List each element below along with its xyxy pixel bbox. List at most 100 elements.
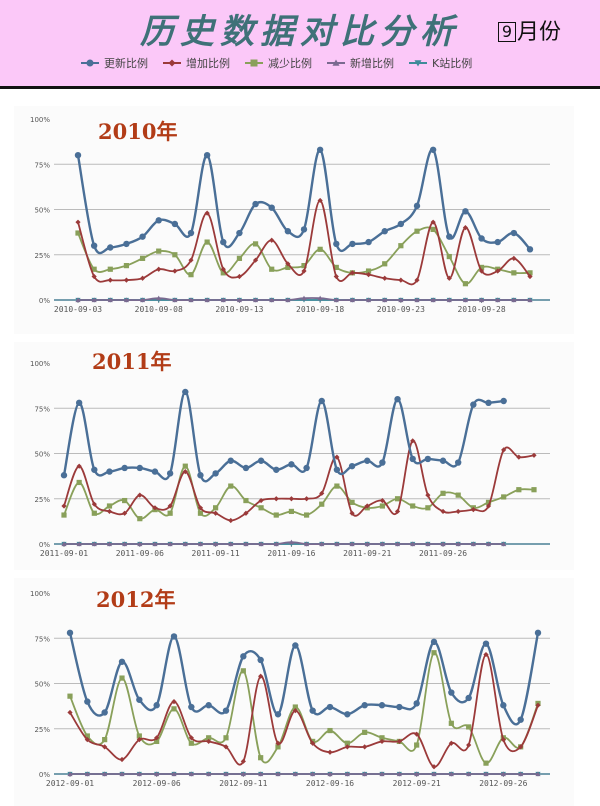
legend-item[interactable]: 新增比例 <box>326 54 394 72</box>
data-point <box>494 238 501 246</box>
data-point <box>483 771 489 777</box>
data-point <box>269 237 275 243</box>
data-point <box>414 228 420 234</box>
data-point <box>430 638 438 646</box>
legend-item[interactable]: 增加比例 <box>162 54 230 72</box>
data-point <box>284 228 292 235</box>
data-point <box>410 541 416 547</box>
data-point <box>188 257 194 263</box>
y-tick-label: 25% <box>34 252 50 260</box>
data-point <box>333 466 341 473</box>
x-tick-label: 2012-09-21 <box>393 779 441 788</box>
data-point <box>188 703 195 711</box>
data-point <box>379 503 385 509</box>
data-point <box>107 244 114 251</box>
data-point <box>240 771 246 777</box>
y-tick-label: 50% <box>34 681 50 689</box>
data-point <box>121 464 128 472</box>
data-point <box>91 266 97 272</box>
series-3 <box>75 295 533 303</box>
legend-marker <box>414 60 422 67</box>
data-point <box>396 771 402 777</box>
data-point <box>531 487 537 493</box>
data-point <box>171 771 177 777</box>
x-tick-label: 2011-09-26 <box>419 549 467 558</box>
legend-item[interactable]: 更新比例 <box>80 54 148 72</box>
month-suffix: 月份 <box>517 20 562 45</box>
data-point <box>349 499 355 505</box>
data-point <box>252 200 259 208</box>
data-point <box>362 729 368 735</box>
data-point <box>382 297 388 303</box>
data-point <box>334 541 340 547</box>
data-point <box>348 462 356 470</box>
data-point <box>424 455 432 463</box>
data-point <box>171 220 179 228</box>
data-point <box>106 508 113 515</box>
data-point <box>510 229 518 237</box>
series-0 <box>60 388 507 483</box>
triangle-down-marker-icon <box>409 60 427 67</box>
data-point <box>478 264 485 271</box>
data-point <box>67 693 73 699</box>
data-point <box>470 541 476 547</box>
y-tick-label: 100% <box>30 116 50 124</box>
line-chart-2012: 0% 25% 50% 75% 100% 2012-09-01 2012-09-06 2012-… <box>30 590 550 788</box>
data-point <box>167 503 173 509</box>
data-point <box>107 297 113 303</box>
data-point <box>344 771 350 777</box>
legend-label: 新增比例 <box>350 57 394 70</box>
data-point <box>455 541 461 547</box>
data-point <box>206 771 212 777</box>
data-point <box>106 503 113 509</box>
page-title: 历史数据对比分析 <box>140 12 460 52</box>
data-point <box>269 266 275 272</box>
legend-marker <box>332 59 340 66</box>
series-0 <box>66 629 542 726</box>
month-label: 9 月份 <box>498 14 561 46</box>
data-point <box>333 264 339 271</box>
data-point <box>228 483 234 489</box>
data-point <box>379 541 385 547</box>
data-point <box>317 246 323 252</box>
data-point <box>273 466 280 473</box>
data-point <box>182 463 188 469</box>
data-point <box>413 700 420 707</box>
legend-item[interactable]: K站比例 <box>408 54 472 72</box>
data-point <box>431 650 437 656</box>
data-point <box>137 516 143 522</box>
x-tick-label: 2011-09-06 <box>116 549 164 558</box>
data-point <box>213 505 219 511</box>
data-point <box>220 297 226 303</box>
x-tick-label: 2010-09-13 <box>215 305 263 314</box>
data-point <box>379 497 385 504</box>
x-tick-label: 2012-09-16 <box>306 779 354 788</box>
data-point <box>518 744 524 750</box>
data-point <box>166 470 174 477</box>
data-point <box>440 490 446 496</box>
data-point <box>107 266 113 272</box>
data-point <box>67 771 73 777</box>
data-point <box>213 541 219 547</box>
data-point <box>258 771 264 777</box>
legend-item[interactable]: 减少比例 <box>244 54 312 72</box>
x-tick-label: 2011-09-01 <box>40 549 88 558</box>
data-point <box>252 297 259 303</box>
data-point <box>236 297 243 303</box>
data-point <box>137 541 143 547</box>
data-point <box>206 735 212 741</box>
x-tick-label: 2010-09-18 <box>296 305 344 314</box>
line-chart-2010: 0% 25% 50% 75% 100% 2010-09-03 2010-09-08 2010-… <box>30 116 550 314</box>
data-point <box>309 707 316 714</box>
data-point <box>466 771 472 777</box>
data-point <box>425 492 431 498</box>
data-point <box>482 640 490 647</box>
data-point <box>303 496 310 502</box>
data-point <box>462 281 469 287</box>
data-point <box>66 629 74 637</box>
data-point <box>223 735 229 741</box>
data-point <box>61 512 67 518</box>
legend-label: 增加比例 <box>186 57 230 70</box>
y-tick-label: 50% <box>34 451 50 459</box>
data-point <box>534 629 542 637</box>
